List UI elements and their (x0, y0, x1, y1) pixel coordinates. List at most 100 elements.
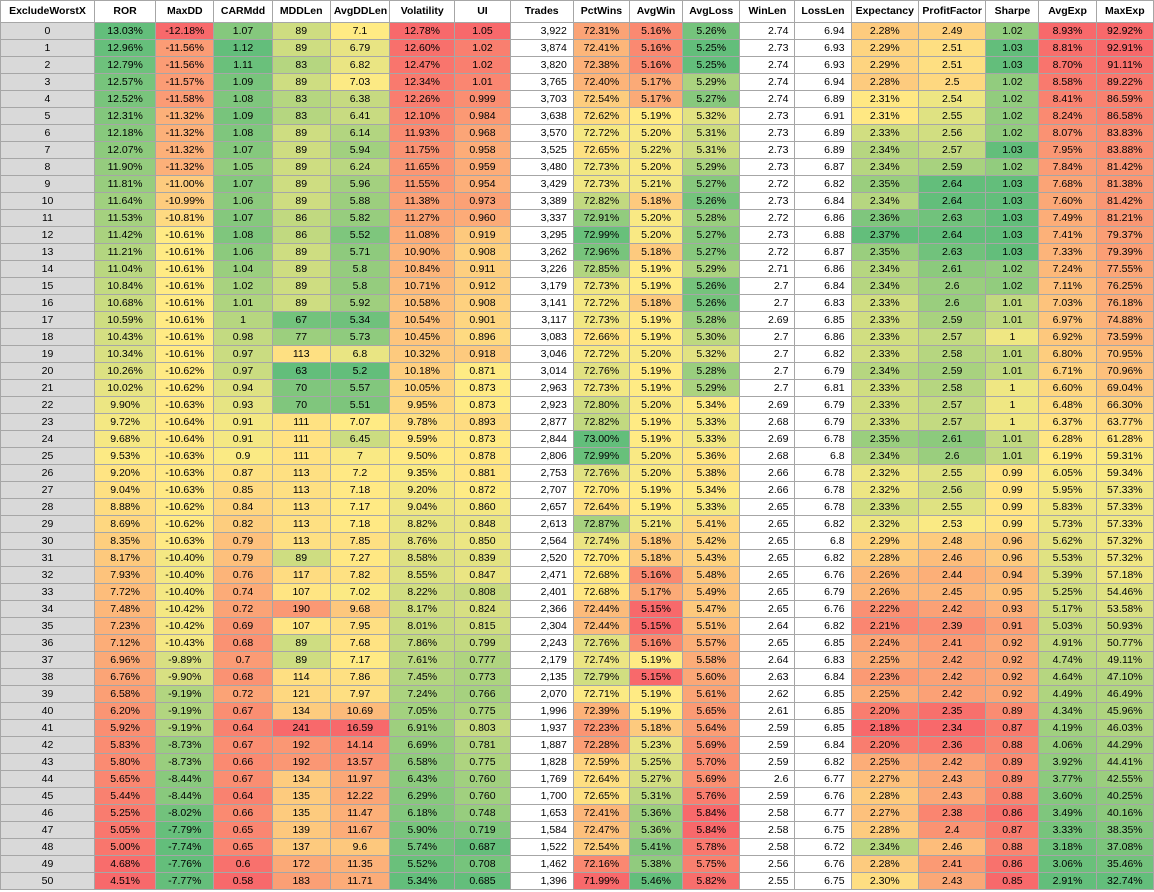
cell-ui[interactable]: 0.873 (454, 379, 511, 397)
cell-sharpe[interactable]: 1.02 (985, 22, 1040, 40)
cell-pctwins[interactable]: 72.74% (572, 532, 631, 550)
cell-maxexp[interactable]: 57.33% (1095, 481, 1154, 499)
cell-ror[interactable]: 6.20% (93, 702, 157, 720)
cell-sharpe[interactable]: 1.03 (985, 175, 1040, 193)
cell-avgddlen[interactable]: 5.71 (329, 243, 391, 261)
cell-sharpe[interactable]: 0.94 (985, 566, 1040, 584)
cell-trades[interactable]: 1,584 (509, 821, 574, 839)
cell-ror[interactable]: 9.20% (93, 464, 157, 482)
cell-mddlen[interactable]: 134 (271, 770, 331, 788)
cell-avgexp[interactable]: 7.33% (1038, 243, 1097, 261)
cell-sharpe[interactable]: 0.99 (985, 498, 1040, 516)
cell-carmdd[interactable]: 1.08 (213, 226, 273, 244)
cell-maxexp[interactable]: 70.96% (1095, 362, 1154, 380)
cell-maxdd[interactable]: -11.58% (155, 90, 215, 108)
cell-volatility[interactable]: 8.22% (389, 583, 456, 601)
cell-excludeworstx[interactable]: 26 (0, 464, 95, 482)
cell-avgwin[interactable]: 5.15% (629, 617, 684, 635)
cell-avgloss[interactable]: 5.26% (682, 277, 741, 295)
cell-trades[interactable]: 1,769 (509, 770, 574, 788)
cell-profitfactor[interactable]: 2.5 (917, 73, 987, 91)
cell-ui[interactable]: 0.908 (454, 294, 511, 312)
cell-avgwin[interactable]: 5.22% (629, 141, 684, 159)
cell-profitfactor[interactable]: 2.42 (917, 685, 987, 703)
cell-expectancy[interactable]: 2.34% (850, 277, 919, 295)
cell-avgddlen[interactable]: 7.95 (329, 617, 391, 635)
cell-ror[interactable]: 8.69% (93, 515, 157, 533)
cell-winlen[interactable]: 2.65 (739, 566, 796, 584)
cell-ror[interactable]: 12.18% (93, 124, 157, 142)
cell-avgloss[interactable]: 5.30% (682, 328, 741, 346)
cell-ui[interactable]: 0.984 (454, 107, 511, 125)
cell-trades[interactable]: 1,522 (509, 838, 574, 856)
cell-sharpe[interactable]: 1.01 (985, 345, 1040, 363)
cell-ror[interactable]: 11.53% (93, 209, 157, 227)
cell-excludeworstx[interactable]: 37 (0, 651, 95, 669)
cell-excludeworstx[interactable]: 44 (0, 770, 95, 788)
cell-volatility[interactable]: 11.27% (389, 209, 456, 227)
cell-carmdd[interactable]: 1.07 (213, 22, 273, 40)
cell-losslen[interactable]: 6.75 (794, 821, 852, 839)
cell-maxexp[interactable]: 73.59% (1095, 328, 1154, 346)
cell-excludeworstx[interactable]: 42 (0, 736, 95, 754)
cell-avgloss[interactable]: 5.60% (682, 668, 741, 686)
cell-losslen[interactable]: 6.85 (794, 311, 852, 329)
cell-profitfactor[interactable]: 2.51 (917, 56, 987, 74)
cell-pctwins[interactable]: 72.28% (572, 736, 631, 754)
cell-losslen[interactable]: 6.8 (794, 532, 852, 550)
cell-maxdd[interactable]: -7.74% (155, 838, 215, 856)
cell-volatility[interactable]: 12.60% (389, 39, 456, 57)
cell-expectancy[interactable]: 2.31% (850, 90, 919, 108)
cell-losslen[interactable]: 6.76 (794, 855, 852, 873)
cell-avgwin[interactable]: 5.41% (629, 838, 684, 856)
cell-ui[interactable]: 1.05 (454, 22, 511, 40)
cell-ror[interactable]: 13.03% (93, 22, 157, 40)
cell-mddlen[interactable]: 89 (271, 124, 331, 142)
cell-trades[interactable]: 2,844 (509, 430, 574, 448)
cell-carmdd[interactable]: 1.08 (213, 90, 273, 108)
cell-volatility[interactable]: 9.59% (389, 430, 456, 448)
cell-ror[interactable]: 10.84% (93, 277, 157, 295)
cell-sharpe[interactable]: 1.02 (985, 90, 1040, 108)
cell-maxexp[interactable]: 59.31% (1095, 447, 1154, 465)
cell-avgwin[interactable]: 5.18% (629, 243, 684, 261)
cell-ui[interactable]: 0.777 (454, 651, 511, 669)
cell-avgexp[interactable]: 6.05% (1038, 464, 1097, 482)
cell-ui[interactable]: 0.815 (454, 617, 511, 635)
cell-carmdd[interactable]: 1.01 (213, 294, 273, 312)
cell-excludeworstx[interactable]: 3 (0, 73, 95, 91)
cell-excludeworstx[interactable]: 39 (0, 685, 95, 703)
cell-expectancy[interactable]: 2.34% (850, 141, 919, 159)
cell-maxdd[interactable]: -9.89% (155, 651, 215, 669)
cell-maxdd[interactable]: -10.42% (155, 600, 215, 618)
cell-mddlen[interactable]: 135 (271, 787, 331, 805)
cell-ui[interactable]: 0.760 (454, 770, 511, 788)
cell-winlen[interactable]: 2.72 (739, 175, 796, 193)
cell-mddlen[interactable]: 89 (271, 192, 331, 210)
cell-trades[interactable]: 2,923 (509, 396, 574, 414)
cell-volatility[interactable]: 8.55% (389, 566, 456, 584)
cell-winlen[interactable]: 2.73 (739, 124, 796, 142)
cell-avgwin[interactable]: 5.31% (629, 787, 684, 805)
cell-avgwin[interactable]: 5.21% (629, 515, 684, 533)
cell-mddlen[interactable]: 113 (271, 532, 331, 550)
cell-volatility[interactable]: 10.58% (389, 294, 456, 312)
cell-ui[interactable]: 0.808 (454, 583, 511, 601)
cell-avgexp[interactable]: 7.60% (1038, 192, 1097, 210)
cell-avgloss[interactable]: 5.51% (682, 617, 741, 635)
cell-pctwins[interactable]: 72.68% (572, 566, 631, 584)
cell-excludeworstx[interactable]: 35 (0, 617, 95, 635)
column-header-maxdd[interactable]: MaxDD (155, 0, 215, 23)
cell-pctwins[interactable]: 72.41% (572, 804, 631, 822)
cell-avgddlen[interactable]: 5.88 (329, 192, 391, 210)
cell-winlen[interactable]: 2.64 (739, 651, 796, 669)
cell-losslen[interactable]: 6.85 (794, 685, 852, 703)
cell-pctwins[interactable]: 72.73% (572, 158, 631, 176)
cell-avgddlen[interactable]: 5.8 (329, 260, 391, 278)
cell-avgloss[interactable]: 5.47% (682, 600, 741, 618)
cell-avgddlen[interactable]: 5.2 (329, 362, 391, 380)
cell-expectancy[interactable]: 2.35% (850, 243, 919, 261)
cell-carmdd[interactable]: 0.64 (213, 787, 273, 805)
cell-avgwin[interactable]: 5.19% (629, 685, 684, 703)
cell-mddlen[interactable]: 89 (271, 175, 331, 193)
